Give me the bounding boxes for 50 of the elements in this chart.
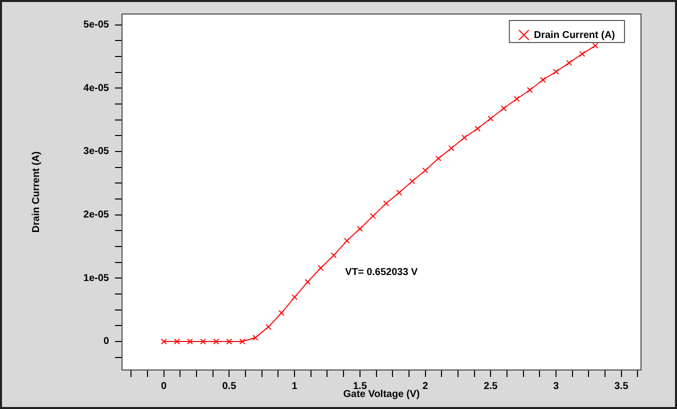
annotation: VT= 0.652033 V [345,266,418,278]
x-tick-label: 1 [292,380,298,392]
point [356,226,363,232]
point [422,167,428,174]
point [462,134,468,140]
point [409,178,416,184]
point [304,278,311,285]
y-tick-label: 5e-05 [83,20,110,31]
y-tick-label: 0 [103,336,110,348]
y-axis-title: Drain Current (A) [30,151,42,233]
point [187,338,193,344]
point [292,294,298,300]
point [370,213,376,220]
point [435,155,442,162]
y-tick-label: 4e-05 [83,82,110,94]
point [252,334,258,341]
point [174,338,180,344]
point [278,310,284,316]
point [474,126,481,132]
y-tick-label: 1e-05 [83,272,110,284]
point [396,190,402,196]
y-tick-label: 3e-05 [83,146,110,158]
legend-label: Drain Current (A) [534,30,616,41]
point [213,338,220,344]
point [200,338,206,344]
x-tick-label: 0.5 [222,380,237,392]
point [526,87,533,93]
point [239,338,246,344]
point [330,252,337,258]
point [566,60,572,66]
x-tick-label: 2 [422,380,429,392]
point [553,68,559,75]
point [265,324,272,330]
point [226,338,232,344]
x-tick-label: 3.5 [614,380,629,392]
point [160,338,167,344]
point [383,200,390,206]
x-tick-label: 2.5 [484,380,498,392]
point [540,76,546,83]
point [488,116,494,122]
point [579,50,586,57]
point [592,42,598,49]
x-tick-label: 3 [553,380,560,392]
y-tick-label: 2e-05 [83,210,110,221]
point [318,265,324,271]
point [500,105,507,112]
point [344,238,350,244]
point [448,145,454,152]
point [514,96,520,102]
x-tick-label: 0 [161,380,168,392]
